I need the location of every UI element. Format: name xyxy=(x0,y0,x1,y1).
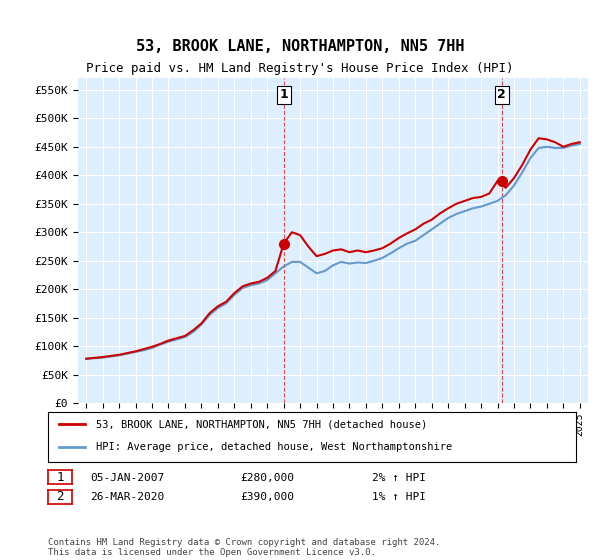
Text: Price paid vs. HM Land Registry's House Price Index (HPI): Price paid vs. HM Land Registry's House … xyxy=(86,62,514,74)
Text: 2: 2 xyxy=(497,88,506,101)
Text: 2: 2 xyxy=(56,491,64,503)
Text: £390,000: £390,000 xyxy=(240,492,294,502)
Text: 1: 1 xyxy=(56,471,64,484)
Text: Contains HM Land Registry data © Crown copyright and database right 2024.
This d: Contains HM Land Registry data © Crown c… xyxy=(48,538,440,557)
Text: 53, BROOK LANE, NORTHAMPTON, NN5 7HH (detached house): 53, BROOK LANE, NORTHAMPTON, NN5 7HH (de… xyxy=(95,419,427,429)
Text: £280,000: £280,000 xyxy=(240,473,294,483)
Text: 1: 1 xyxy=(279,88,288,101)
Text: HPI: Average price, detached house, West Northamptonshire: HPI: Average price, detached house, West… xyxy=(95,442,452,452)
Text: 26-MAR-2020: 26-MAR-2020 xyxy=(90,492,164,502)
Text: 05-JAN-2007: 05-JAN-2007 xyxy=(90,473,164,483)
Text: 2% ↑ HPI: 2% ↑ HPI xyxy=(372,473,426,483)
Text: 1% ↑ HPI: 1% ↑ HPI xyxy=(372,492,426,502)
Text: 53, BROOK LANE, NORTHAMPTON, NN5 7HH: 53, BROOK LANE, NORTHAMPTON, NN5 7HH xyxy=(136,39,464,54)
